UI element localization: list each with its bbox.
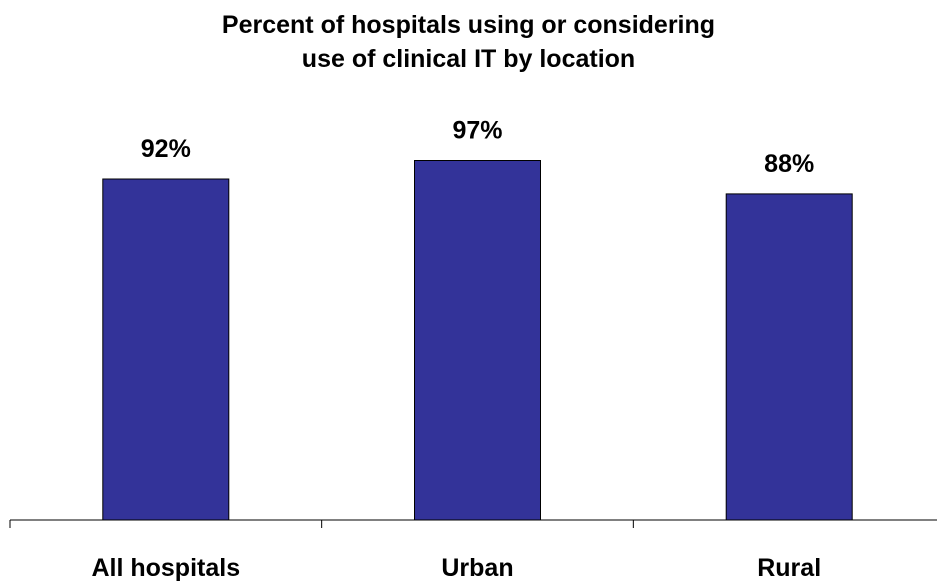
chart-title-line-1: Percent of hospitals using or considerin… xyxy=(221,11,716,39)
data-label: 97% xyxy=(452,117,502,145)
data-label: 92% xyxy=(141,135,191,163)
category-label: Rural xyxy=(757,554,821,582)
category-label: All hospitals xyxy=(91,554,240,582)
bar-urban xyxy=(414,160,541,521)
data-label: 88% xyxy=(764,150,814,178)
chart-title: Percent of hospitals using or considerin… xyxy=(0,8,937,76)
bar-all-hospitals xyxy=(102,178,230,521)
bar-rural xyxy=(725,193,853,521)
category-label: Urban xyxy=(441,554,513,582)
chart-title-line-2: use of clinical IT by location xyxy=(301,45,636,73)
